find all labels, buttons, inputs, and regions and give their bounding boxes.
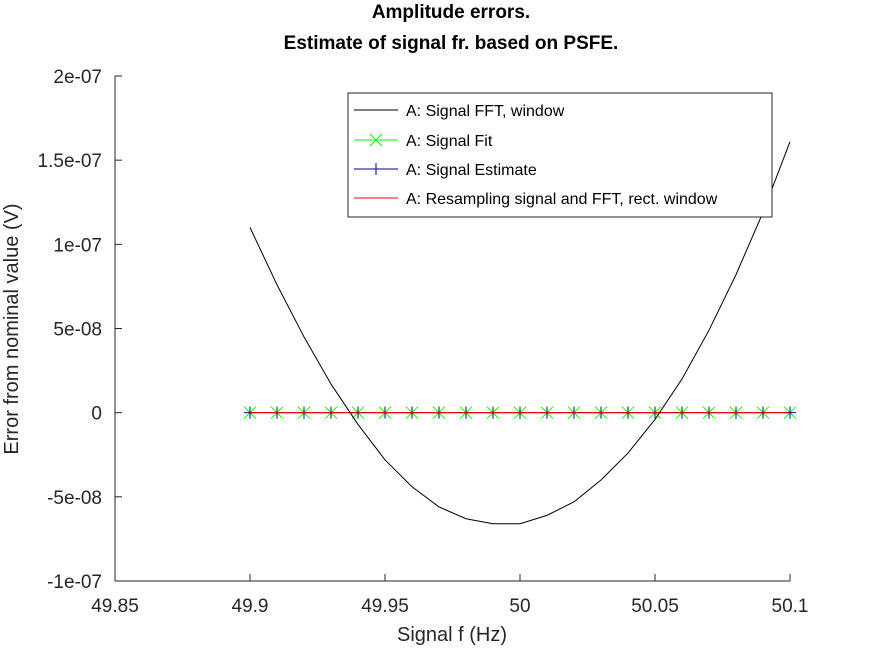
y-tick-label: 5e-08 bbox=[53, 320, 102, 341]
x-tick-label: 50 bbox=[509, 596, 530, 617]
legend-label: A: Signal Fit bbox=[406, 133, 493, 150]
x-axis-label: Signal f (Hz) bbox=[397, 624, 507, 646]
legend-marker bbox=[369, 133, 383, 147]
legend-label: A: Resampling signal and FFT, rect. wind… bbox=[406, 191, 718, 208]
legend-label: A: Signal Estimate bbox=[406, 162, 537, 179]
y-axis-label: Error from nominal value (V) bbox=[1, 203, 23, 454]
series-line bbox=[249, 141, 791, 525]
x-tick-label: 50.05 bbox=[631, 596, 679, 617]
x-tick-label: 49.95 bbox=[361, 596, 409, 617]
legend-box bbox=[347, 92, 773, 218]
y-tick-label: -5e-08 bbox=[47, 488, 102, 509]
y-tick-label: 1.5e-07 bbox=[38, 151, 102, 172]
y-tick-label: 2e-07 bbox=[53, 67, 102, 88]
y-tick-label: 1e-07 bbox=[53, 235, 102, 256]
legend: A: Signal FFT, window A: Signal Fit A: Sig… bbox=[347, 92, 773, 218]
y-tick-label: -1e-07 bbox=[47, 572, 102, 593]
x-tick-label: 49.85 bbox=[91, 596, 139, 617]
series-0 bbox=[249, 141, 791, 525]
legend-label: A: Signal FFT, window bbox=[406, 103, 565, 120]
y-tick-label: 0 bbox=[91, 404, 102, 425]
x-tick-label: 49.9 bbox=[232, 596, 269, 617]
x-tick-label: 50.1 bbox=[772, 596, 809, 617]
chart-title-line-2: Estimate of signal fr. based on PSFE. bbox=[284, 33, 619, 54]
chart-title-line-1: Amplitude errors. bbox=[372, 2, 530, 23]
marker-stroke bbox=[369, 133, 383, 147]
legend-marker bbox=[370, 163, 382, 175]
